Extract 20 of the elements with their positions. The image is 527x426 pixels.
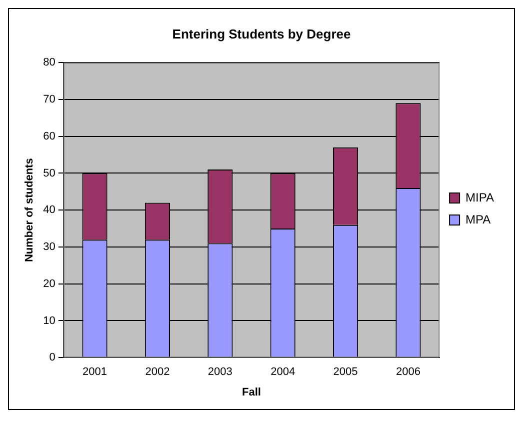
y-tick-label: 10 — [43, 314, 56, 327]
y-tick-label: 20 — [43, 278, 56, 290]
legend-label: MPA — [466, 212, 491, 226]
x-tick-label: 2003 — [208, 366, 232, 378]
y-tick-label: 80 — [43, 56, 56, 69]
x-tick-label: 2001 — [82, 366, 108, 378]
x-tick-label: 2006 — [396, 366, 420, 378]
y-tick-label: 0 — [49, 352, 56, 364]
y-tick-label: 50 — [43, 167, 56, 180]
y-tick-label: 40 — [43, 204, 56, 216]
y-tick-label: 30 — [43, 241, 56, 254]
legend-label: MIPA — [466, 190, 494, 204]
y-tick-label: 70 — [43, 94, 56, 106]
x-tick-label: 2002 — [145, 366, 170, 378]
x-tick-label: 2004 — [270, 366, 296, 378]
x-axis-title: Fall — [242, 386, 261, 398]
chart-title: Entering Students by Degree — [172, 26, 351, 42]
y-axis-title: Number of students — [24, 158, 36, 262]
y-tick-label: 60 — [43, 130, 56, 142]
x-tick-label: 2005 — [333, 366, 358, 378]
